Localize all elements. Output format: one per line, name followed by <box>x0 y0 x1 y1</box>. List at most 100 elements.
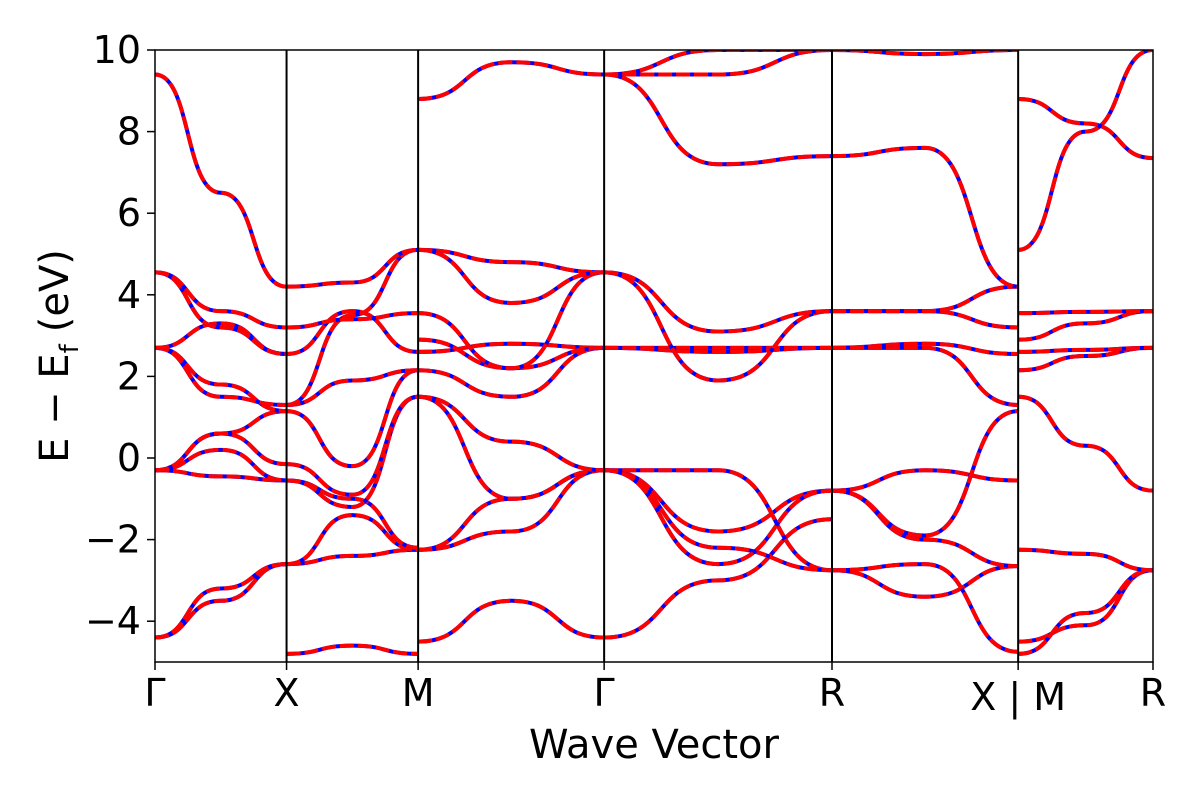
svg-text:E − Ef(eV): E − Ef (eV) <box>32 249 85 463</box>
x-tick-label: R <box>1140 671 1166 715</box>
band-line-b <box>604 517 832 640</box>
x-tick-label: Γ <box>594 671 615 715</box>
band-line-b <box>417 394 605 501</box>
band-line-b <box>155 468 287 483</box>
band-line-b <box>418 341 605 354</box>
band-line-a <box>831 345 1019 407</box>
band-line-b <box>418 468 605 552</box>
band-line-b <box>418 468 605 552</box>
band-line-a <box>831 488 1019 569</box>
band-line-b <box>1018 345 1153 354</box>
band-line-a <box>604 517 832 640</box>
band-line-b <box>155 270 287 356</box>
x-tick-label: R <box>819 671 845 715</box>
y-tick-label: 0 <box>117 436 141 480</box>
band-line-b <box>604 270 832 334</box>
band-line-b <box>831 284 1019 314</box>
band-line-b <box>286 309 419 356</box>
band-line-a <box>418 394 605 473</box>
band-line-b <box>155 562 287 640</box>
y-tick-label: −4 <box>85 599 141 643</box>
band-line-b <box>1018 96 1153 161</box>
band-line-b <box>831 409 1019 538</box>
band-line-b <box>1018 394 1153 493</box>
band-line-b <box>286 247 419 407</box>
band-line-a <box>418 468 605 552</box>
band-line-b <box>155 447 287 483</box>
band-line-b <box>831 345 1019 407</box>
band-line-b <box>286 547 419 567</box>
band-line-b <box>604 468 832 573</box>
band-line-b <box>286 394 419 497</box>
band-line-b <box>155 345 287 407</box>
band-line-b <box>418 270 605 371</box>
y-tick-label: 6 <box>117 191 141 235</box>
band-line-b <box>604 345 832 354</box>
y-axis-title-unit: (eV) <box>32 249 78 332</box>
band-line-b <box>1018 547 1153 573</box>
band-line-b <box>155 72 287 289</box>
band-line-b <box>418 394 605 473</box>
y-axis-title-main: E − E <box>32 353 78 463</box>
band-line-b <box>418 598 605 644</box>
y-tick-label: 4 <box>117 273 141 317</box>
x-tick-label: Γ <box>144 671 165 715</box>
band-line-b <box>604 50 832 77</box>
x-tick-label: X | M <box>970 675 1066 720</box>
band-line-b <box>155 562 287 640</box>
band-line-b <box>155 270 287 330</box>
band-line-b <box>831 50 1019 57</box>
band-line-a <box>1017 50 1153 252</box>
band-line-b <box>286 394 419 509</box>
band-line-b <box>604 468 832 534</box>
band-line-b <box>286 513 419 567</box>
band-line-b <box>831 145 1019 289</box>
band-line-b <box>604 72 832 167</box>
band-line-b <box>418 247 605 275</box>
x-axis: Γ X M Γ R X | M R <box>144 662 1166 720</box>
x-axis-title: Wave Vector <box>529 722 780 768</box>
band-line-b <box>604 468 833 567</box>
band-line-a <box>831 309 1019 330</box>
band-line-a <box>1018 394 1153 493</box>
plot-frame <box>154 49 1154 663</box>
band-line-b <box>418 345 605 399</box>
band-line-b <box>831 468 1019 493</box>
band-line-b <box>604 468 833 573</box>
band-line-b <box>418 60 605 101</box>
band-line-b <box>286 643 419 656</box>
band-line-b <box>1018 568 1153 656</box>
y-axis-title-subscript: f <box>55 343 85 353</box>
band-line-b <box>286 368 419 407</box>
band-line-a <box>831 562 1019 654</box>
bands-layer <box>155 50 1153 656</box>
band-line-a <box>417 394 605 501</box>
band-line-b <box>286 368 419 469</box>
band-line-b <box>1018 309 1153 342</box>
band-line-a <box>155 72 287 289</box>
band-line-a <box>1018 96 1153 161</box>
y-tick-label: 8 <box>117 110 141 154</box>
x-tick-label: M <box>402 671 435 715</box>
y-axis: −4 −2 0 2 4 6 8 10 <box>85 28 155 643</box>
x-tick-label: X <box>274 671 300 715</box>
band-line-b <box>831 341 1019 356</box>
band-line-b <box>286 247 419 289</box>
band-line-b <box>286 311 419 330</box>
band-line-b <box>831 488 1019 569</box>
band-line-b <box>155 409 287 473</box>
band-line-b <box>155 321 287 356</box>
band-line-b <box>831 562 1019 654</box>
y-axis-title: E − Ef (eV) <box>32 249 85 463</box>
y-tick-label: −2 <box>85 518 141 562</box>
y-tick-label: 2 <box>117 354 141 398</box>
band-line-a <box>418 468 605 552</box>
band-line-b <box>418 247 605 305</box>
high-symmetry-lines <box>285 50 1020 662</box>
band-line-b <box>1018 309 1153 316</box>
band-line-b <box>604 270 833 383</box>
band-line-b <box>831 564 1019 599</box>
band-line-b <box>1017 50 1153 252</box>
band-line-b <box>1018 568 1153 644</box>
